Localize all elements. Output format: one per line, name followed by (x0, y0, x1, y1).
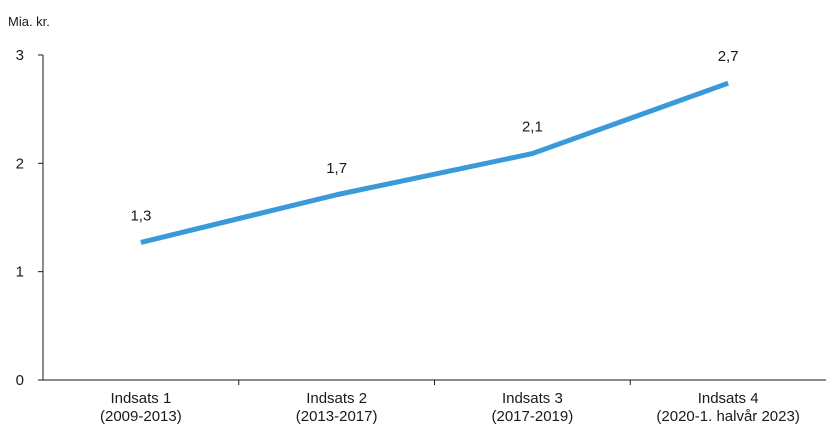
y-tick-label: 0 (16, 372, 24, 389)
data-label: 1,7 (326, 160, 347, 177)
x-tick-label: Indsats 3 (2017-2019) (492, 390, 574, 425)
series-line (140, 80, 729, 245)
y-tick-label: 1 (16, 264, 24, 281)
x-tick-label: Indsats 4 (2020-1. halvår 2023) (656, 390, 799, 425)
y-tick-label: 2 (16, 155, 24, 172)
data-labels: 1,3 1,7 2,1 2,7 (130, 48, 738, 224)
x-tick-label: Indsats 2 (2013-2017) (296, 390, 378, 425)
data-label: 1,3 (130, 207, 151, 224)
y-tick-label: 3 (16, 47, 24, 64)
y-axis: 0 1 2 3 (16, 47, 43, 389)
y-axis-unit-label: Mia. kr. (8, 14, 50, 29)
data-label: 2,7 (718, 48, 739, 65)
x-tick-label: Indsats 1 (2009-2013) (100, 390, 182, 425)
data-label: 2,1 (522, 119, 543, 136)
x-axis: Indsats 1 (2009-2013) Indsats 2 (2013-2017)… (100, 380, 800, 425)
